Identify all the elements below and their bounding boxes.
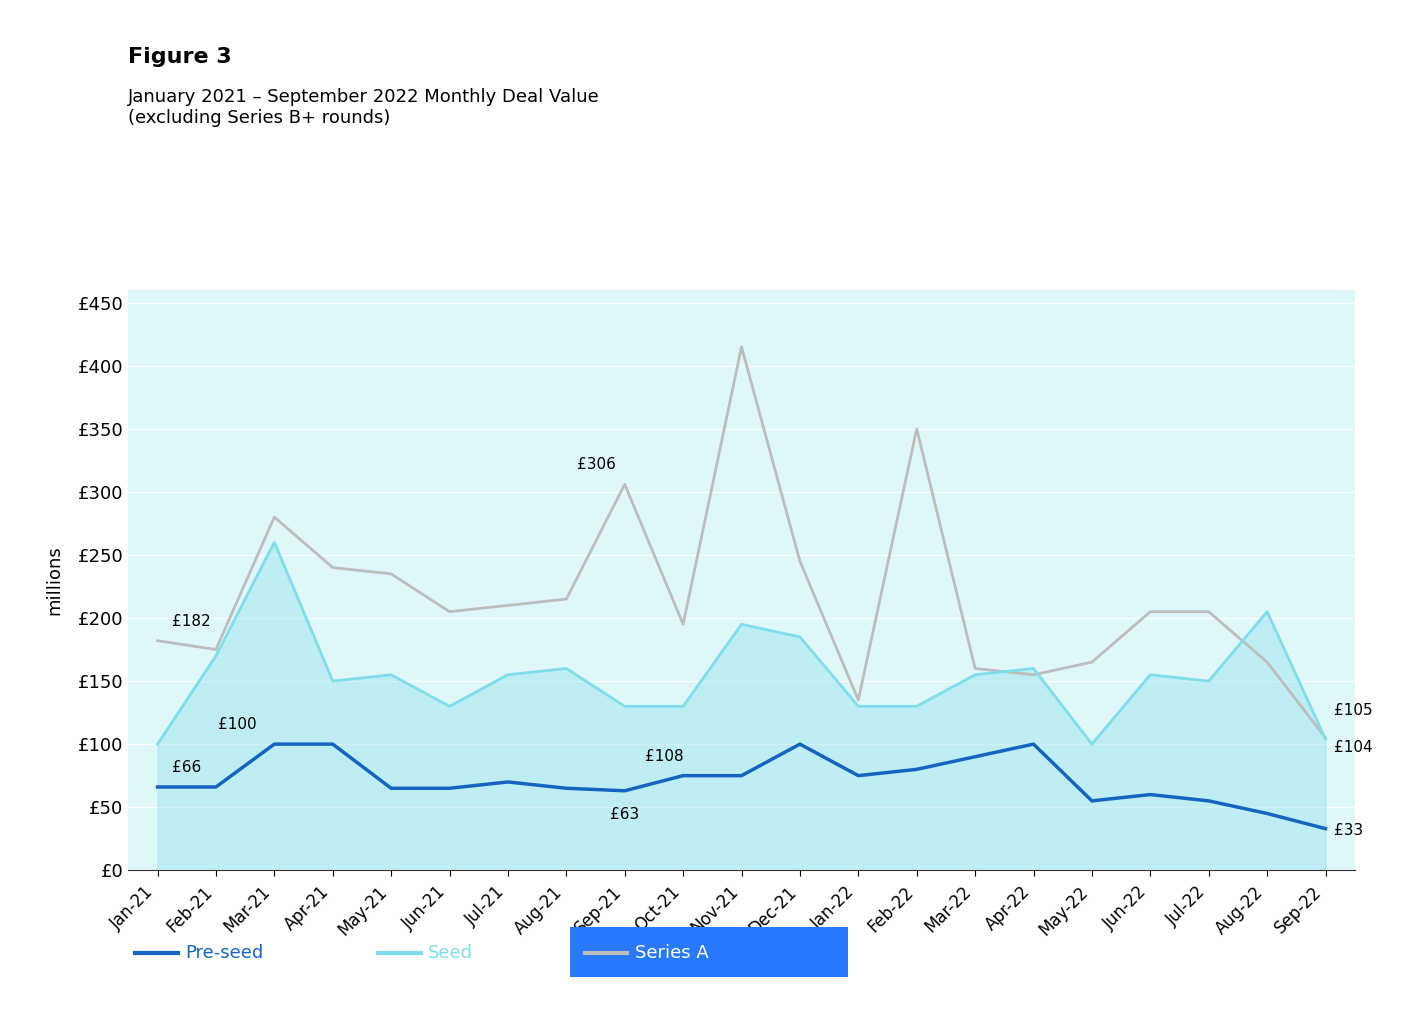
Text: Seed: Seed	[428, 944, 473, 962]
Text: Pre-seed: Pre-seed	[185, 944, 264, 962]
Text: Figure 3: Figure 3	[128, 47, 232, 66]
Y-axis label: millions: millions	[46, 545, 64, 615]
Text: £33: £33	[1335, 823, 1363, 838]
Text: January 2021 – September 2022 Monthly Deal Value
(excluding Series B+ rounds): January 2021 – September 2022 Monthly De…	[128, 88, 600, 126]
Text: £105: £105	[1335, 703, 1373, 718]
Text: £66: £66	[173, 759, 201, 775]
Text: £108: £108	[645, 749, 684, 764]
Text: £100: £100	[218, 717, 257, 732]
Text: Series A: Series A	[635, 944, 709, 962]
Text: £104: £104	[1335, 740, 1373, 754]
Text: £63: £63	[610, 807, 639, 822]
Text: £306: £306	[578, 457, 616, 472]
Text: £182: £182	[173, 613, 211, 629]
